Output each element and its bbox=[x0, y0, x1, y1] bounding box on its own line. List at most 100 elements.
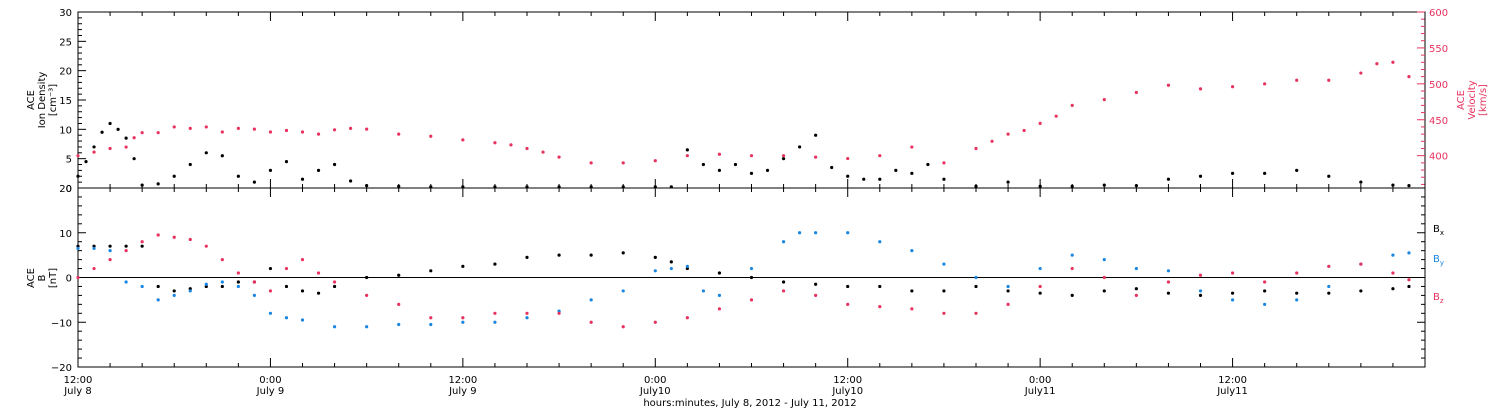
velocity-point bbox=[814, 155, 818, 159]
density-tick-label: 10 bbox=[59, 125, 72, 136]
by-point bbox=[284, 316, 289, 320]
time-tick-label: 12:00 bbox=[1218, 375, 1247, 386]
density-point bbox=[1102, 183, 1106, 187]
date-tick-label: July10 bbox=[639, 386, 671, 397]
bx-point bbox=[172, 289, 176, 293]
by-point bbox=[814, 231, 818, 235]
density-tick-label: 30 bbox=[59, 8, 72, 19]
velocity-point bbox=[1038, 121, 1042, 125]
time-tick-label: 0:00 bbox=[644, 375, 666, 386]
bz-point bbox=[365, 293, 369, 297]
density-tick-label: 0 bbox=[66, 184, 72, 195]
bx-series bbox=[76, 244, 1411, 297]
density-point bbox=[252, 180, 256, 184]
density-point bbox=[830, 165, 834, 170]
by-point bbox=[910, 249, 914, 253]
field-axis-label: ACEB[nT] bbox=[26, 268, 59, 288]
velocity-point bbox=[124, 145, 128, 149]
by-point bbox=[76, 246, 80, 251]
legend-bz: Bz bbox=[1433, 292, 1444, 305]
density-point bbox=[461, 185, 465, 189]
by-point bbox=[1070, 253, 1074, 257]
by-point bbox=[974, 275, 978, 280]
velocity-point bbox=[990, 139, 994, 143]
by-point bbox=[1295, 298, 1299, 302]
axis-label-line: Velocity bbox=[1467, 80, 1478, 119]
field-tick-label: 0 bbox=[66, 274, 72, 285]
density-point bbox=[92, 145, 96, 149]
by-point bbox=[669, 266, 673, 271]
velocity-point bbox=[1054, 114, 1058, 118]
bx-point bbox=[1038, 291, 1042, 295]
velocity-point bbox=[1375, 62, 1379, 66]
density-point bbox=[316, 168, 321, 172]
velocity-point bbox=[156, 131, 160, 135]
bz-point bbox=[717, 307, 722, 311]
bx-point bbox=[781, 280, 786, 284]
density-point bbox=[116, 127, 120, 131]
bx-point bbox=[188, 287, 192, 291]
bz-point bbox=[1263, 280, 1267, 284]
density-point bbox=[493, 185, 497, 189]
density-point bbox=[749, 171, 754, 175]
bz-point bbox=[1359, 262, 1363, 266]
bz-point bbox=[1230, 271, 1235, 275]
velocity-point bbox=[236, 126, 240, 130]
density-tick-label: 5 bbox=[66, 155, 72, 166]
velocity-point bbox=[1102, 98, 1106, 102]
velocity-point bbox=[557, 155, 561, 159]
field-tick-label: 20 bbox=[59, 184, 72, 195]
by-point bbox=[1407, 251, 1411, 255]
velocity-point bbox=[589, 161, 593, 165]
velocity-point bbox=[1230, 85, 1235, 89]
velocity-tick-label: 400 bbox=[1429, 152, 1448, 163]
velocity-point bbox=[1263, 82, 1267, 86]
density-point bbox=[1391, 183, 1395, 187]
field-tick-label: −20 bbox=[51, 363, 72, 374]
bx-point bbox=[220, 284, 224, 289]
velocity-point bbox=[1327, 78, 1331, 82]
density-point bbox=[733, 162, 738, 167]
bx-point bbox=[236, 280, 240, 284]
axis-label-line: B bbox=[37, 274, 48, 281]
by-point bbox=[717, 293, 722, 297]
by-point bbox=[589, 298, 593, 302]
velocity-point bbox=[653, 159, 657, 163]
by-point bbox=[878, 240, 882, 244]
velocity-point bbox=[140, 131, 144, 135]
axis-label-line: [km/s] bbox=[1478, 84, 1489, 116]
velocity-point bbox=[1407, 75, 1411, 79]
by-point bbox=[493, 320, 497, 324]
density-point bbox=[1006, 180, 1010, 184]
bz-point bbox=[429, 316, 433, 320]
velocity-point bbox=[108, 146, 112, 151]
bx-point bbox=[910, 289, 914, 293]
velocity-point bbox=[300, 130, 305, 134]
axis-label-text: ACEVelocity[km/s] bbox=[1456, 80, 1489, 119]
density-point bbox=[124, 136, 128, 140]
velocity-point bbox=[1134, 90, 1138, 95]
bx-point bbox=[92, 244, 96, 248]
field-tick-label: 10 bbox=[59, 229, 72, 240]
density-point bbox=[765, 168, 770, 172]
bz-series bbox=[76, 233, 1411, 329]
velocity-point bbox=[332, 128, 337, 132]
bx-point bbox=[397, 273, 401, 277]
bz-point bbox=[846, 302, 850, 306]
bx-point bbox=[1102, 289, 1106, 293]
density-point bbox=[84, 160, 88, 164]
bz-point bbox=[557, 311, 561, 315]
by-point bbox=[781, 240, 786, 244]
velocity-point bbox=[846, 156, 850, 161]
density-point bbox=[156, 182, 160, 186]
density-point bbox=[717, 168, 722, 172]
bx-point bbox=[108, 244, 112, 248]
velocity-point bbox=[172, 125, 176, 129]
date-tick-label: July 9 bbox=[256, 386, 285, 397]
bz-point bbox=[589, 320, 593, 324]
bz-point bbox=[300, 258, 305, 262]
by-point bbox=[701, 289, 705, 293]
by-point bbox=[124, 280, 128, 284]
bx-point bbox=[1359, 289, 1363, 293]
velocity-point bbox=[76, 154, 80, 158]
